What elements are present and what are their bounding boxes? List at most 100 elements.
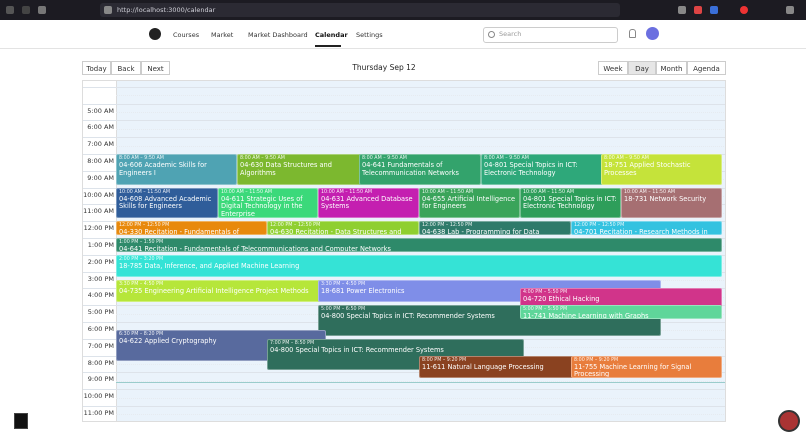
calendar-event[interactable]: 2:00 PM – 3:20 PM 18-785 Data, Inference,… [116, 254, 722, 278]
calendar-event[interactable]: 10:00 AM – 11:50 AM 04-608 Advanced Acade… [116, 187, 218, 219]
calendar-event[interactable]: 5:00 PM – 5:50 PM 11-741 Machine Learning… [520, 305, 722, 320]
calendar-event[interactable]: 8:00 AM – 9:50 AM 04-801 Special Topics i… [481, 154, 603, 185]
event-time: 8:00 AM – 9:50 AM [604, 156, 649, 161]
calendar-event[interactable]: 8:00 AM – 9:50 AM 04-606 Academic Skills … [116, 154, 237, 185]
time-label: 11:00 PM [83, 409, 114, 417]
nav-link[interactable]: Settings [356, 31, 383, 39]
event-title: 04-801 Special Topics in ICT: Electronic… [523, 194, 617, 211]
event-time: 12:00 PM – 12:50 PM [270, 223, 321, 229]
active-underline [315, 45, 341, 47]
event-title: 04-611 Strategic Uses of Digital Technol… [221, 194, 303, 218]
toolbar-button[interactable]: Today [82, 61, 111, 75]
view-button[interactable]: Week [598, 61, 628, 75]
half-hour-line [116, 397, 725, 399]
event-title: 04-720 Ethical Hacking [523, 295, 600, 304]
event-title: 04-641 Recitation - Fundamentals of Tele… [119, 245, 391, 252]
calendar-event[interactable]: 12:00 PM – 12:50 PM 04-330 Recitation - F… [116, 221, 267, 236]
event-time: 5:00 PM – 5:50 PM [523, 307, 568, 313]
bell-icon[interactable] [629, 29, 636, 38]
ext-icon[interactable] [710, 6, 718, 14]
search-icon [488, 31, 495, 38]
time-label: 8:00 AM [87, 157, 114, 165]
view-button[interactable]: Month [656, 61, 687, 75]
calendar-event[interactable]: 10:00 AM – 11:50 AM 04-655 Artificial Int… [419, 187, 520, 219]
ext-icon[interactable] [694, 6, 702, 14]
calendar-event[interactable]: 10:00 AM – 11:50 AM 04-611 Strategic Uses… [218, 187, 318, 219]
assistant-icon[interactable] [778, 410, 800, 432]
event-time: 8:00 PM – 9:20 PM [574, 357, 619, 363]
now-line [116, 382, 725, 384]
event-time: 10:00 AM – 11:50 AM [624, 189, 675, 195]
half-hour-line [116, 95, 725, 97]
event-title: 18-751 Applied Stochastic Processes [604, 161, 691, 177]
time-label: 10:00 AM [83, 190, 114, 199]
event-title: 11-611 Natural Language Processing [422, 362, 544, 371]
event-title: 11-741 Machine Learning with Graphs [523, 312, 649, 320]
calendar-event[interactable]: 8:00 PM – 9:20 PM 11-755 Machine Learning… [571, 355, 722, 378]
event-title: 18-681 Power Electronics [321, 287, 405, 295]
time-label: 3:00 PM [87, 274, 114, 283]
calendar-event[interactable]: 8:00 PM – 9:20 PM 11-611 Natural Language… [419, 355, 621, 378]
calendar: 5:00 AM 6:00 AM 7:00 AM 8:00 AM 9:00 AM 10:00… [82, 80, 726, 422]
time-label: 8:00 PM [87, 358, 114, 367]
back-icon[interactable] [6, 6, 14, 14]
event-time: 4:00 PM – 5:50 PM [523, 290, 568, 296]
reload-icon[interactable] [38, 6, 46, 14]
ext-icon[interactable] [740, 6, 748, 14]
toolbar-button[interactable]: Back [111, 61, 141, 75]
event-time: 1:00 PM – 1:50 PM [119, 240, 164, 245]
event-time: 7:00 PM – 8:50 PM [270, 340, 315, 346]
time-label: 5:00 PM [87, 308, 114, 317]
hour-line [83, 86, 725, 88]
event-title: 04-606 Academic Skills for Engineers I [119, 161, 207, 177]
address-bar[interactable] [100, 3, 620, 17]
event-title: 18-731 Network Security [624, 194, 707, 203]
nav-link[interactable]: Market [211, 31, 234, 39]
time-label: 5:00 AM [87, 106, 114, 115]
half-hour-line [116, 145, 725, 147]
avatar[interactable] [646, 27, 659, 40]
calendar-event[interactable]: 12:00 PM – 12:50 PM 04-630 Recitation - D… [267, 221, 419, 236]
search-box[interactable] [483, 27, 618, 43]
logo[interactable] [149, 28, 161, 40]
event-time: 6:30 PM – 8:20 PM [119, 332, 164, 338]
event-time: 5:00 PM – 6:50 PM [321, 307, 366, 313]
event-time: 3:30 PM – 4:50 PM [321, 282, 366, 287]
time-label: 2:00 PM [87, 257, 114, 266]
calendar-event[interactable]: 12:00 PM – 12:50 PM 04-638 Lab - Programm… [419, 221, 571, 236]
hour-line [83, 389, 725, 391]
hour-line [83, 137, 725, 139]
dev-badge[interactable] [14, 413, 28, 429]
event-time: 8:00 AM – 9:50 AM [484, 156, 529, 161]
ext-icon[interactable] [678, 6, 686, 14]
event-title: 04-638 Lab - Programming for Data Analyt… [422, 228, 540, 236]
nav-link[interactable]: Courses [173, 31, 200, 39]
time-label: 7:00 AM [87, 140, 114, 149]
calendar-event[interactable]: 1:00 PM – 1:50 PM 04-641 Recitation - Fun… [116, 238, 722, 252]
event-time: 12:00 PM – 12:50 PM [422, 223, 473, 229]
menu-icon[interactable] [786, 6, 794, 14]
event-time: 8:00 PM – 9:20 PM [422, 357, 467, 363]
time-label: 7:00 PM [87, 341, 114, 350]
calendar-event[interactable]: 10:00 AM – 11:50 AM 04-631 Advanced Datab… [318, 187, 419, 219]
url: http://localhost:3000/calendar [117, 6, 216, 14]
time-label: 11:00 AM [83, 207, 114, 216]
calendar-event[interactable]: 12:00 PM – 12:50 PM 04-701 Recitation - R… [571, 221, 722, 236]
calendar-event[interactable]: 8:00 AM – 9:50 AM 18-751 Applied Stochast… [601, 154, 722, 185]
toolbar-button[interactable]: Next [141, 61, 170, 75]
calendar-event[interactable]: 8:00 AM – 9:50 AM 04-641 Fundamentals of … [359, 154, 481, 185]
nav-link[interactable]: Market Dashboard [248, 31, 308, 39]
nav-link[interactable]: Calendar [315, 31, 348, 39]
forward-icon[interactable] [22, 6, 30, 14]
calendar-event[interactable]: 3:30 PM – 4:50 PM 04-735 Engineering Arti… [116, 280, 326, 303]
view-button[interactable]: Agenda [687, 61, 726, 75]
event-title: 04-801 Special Topics in ICT: Electronic… [484, 161, 578, 177]
calendar-event[interactable]: 10:00 AM – 11:50 AM 04-801 Special Topics… [520, 187, 621, 219]
view-button[interactable]: Day [628, 61, 656, 75]
event-title: 04-330 Recitation - Fundamentals of Prog… [119, 228, 240, 236]
calendar-event[interactable]: 10:00 AM – 11:50 AM 18-731 Network Securi… [621, 187, 722, 219]
calendar-event[interactable]: 8:00 AM – 9:50 AM 04-630 Data Structures … [237, 154, 361, 185]
calendar-event[interactable]: 5:00 PM – 6:50 PM 04-800 Special Topics i… [318, 305, 661, 336]
half-hour-line [116, 112, 725, 113]
